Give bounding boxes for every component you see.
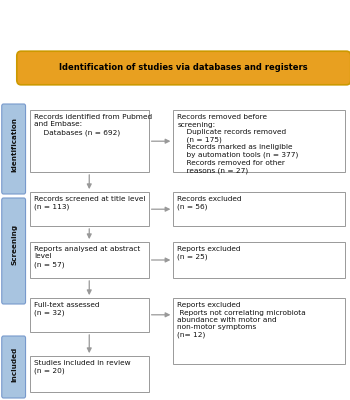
FancyBboxPatch shape: [2, 198, 26, 304]
FancyBboxPatch shape: [2, 336, 26, 398]
Text: Screening: Screening: [11, 224, 17, 264]
FancyBboxPatch shape: [17, 51, 350, 85]
FancyBboxPatch shape: [2, 104, 26, 194]
Text: Studies included in review
(n = 20): Studies included in review (n = 20): [34, 360, 131, 374]
Text: Records identified from Pubmed
and Embase:
    Databases (n = 692): Records identified from Pubmed and Embas…: [34, 114, 152, 136]
FancyBboxPatch shape: [173, 242, 345, 278]
Text: Records removed before
screening:
    Duplicate records removed
    (n = 175)
  : Records removed before screening: Duplic…: [177, 114, 299, 174]
Text: Reports excluded
(n = 25): Reports excluded (n = 25): [177, 246, 241, 260]
FancyBboxPatch shape: [30, 110, 149, 172]
Text: Reports excluded
 Reports not correlating microbiota
abundance with motor and
no: Reports excluded Reports not correlating…: [177, 302, 306, 338]
FancyBboxPatch shape: [30, 242, 149, 278]
Text: Identification: Identification: [11, 116, 17, 172]
FancyBboxPatch shape: [30, 298, 149, 332]
Text: Records screened at title level
(n = 113): Records screened at title level (n = 113…: [34, 196, 146, 210]
Text: Identification of studies via databases and registers: Identification of studies via databases …: [60, 64, 308, 72]
FancyBboxPatch shape: [173, 110, 345, 172]
FancyBboxPatch shape: [173, 298, 345, 364]
FancyBboxPatch shape: [173, 192, 345, 226]
Text: Reports analysed at abstract
level
(n = 57): Reports analysed at abstract level (n = …: [34, 246, 140, 268]
Text: Records excluded
(n = 56): Records excluded (n = 56): [177, 196, 242, 210]
FancyBboxPatch shape: [30, 356, 149, 392]
FancyBboxPatch shape: [30, 192, 149, 226]
Text: Included: Included: [11, 346, 17, 382]
Text: Full-text assessed
(n = 32): Full-text assessed (n = 32): [34, 302, 99, 316]
